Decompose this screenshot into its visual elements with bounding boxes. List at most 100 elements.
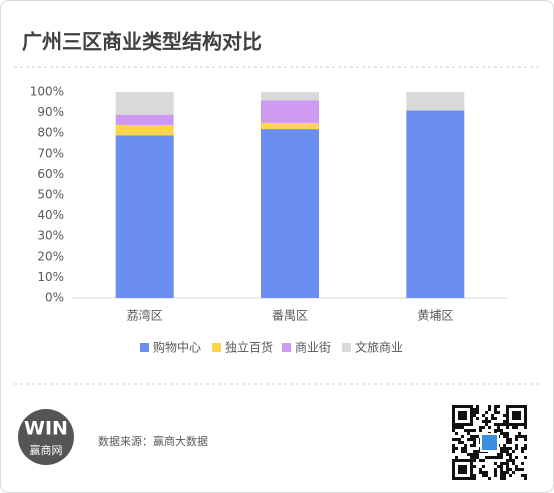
qr-module	[482, 426, 485, 429]
qr-module	[524, 438, 527, 441]
logo	[18, 409, 74, 465]
qr-module	[479, 429, 482, 432]
qr-module	[473, 456, 476, 459]
qr-module	[494, 417, 497, 420]
qr-module	[515, 456, 518, 459]
qr-module	[476, 408, 479, 411]
qr-module	[482, 414, 485, 417]
qr-module	[470, 438, 473, 441]
qr-finder	[506, 405, 527, 426]
qr-module	[506, 435, 509, 438]
qr-module	[518, 432, 521, 435]
qr-module	[470, 453, 473, 456]
qr-module	[494, 474, 497, 477]
qr-module	[521, 435, 524, 438]
qr-module	[503, 432, 506, 435]
qr-module	[467, 432, 470, 435]
qr-code	[452, 405, 527, 480]
qr-module	[488, 456, 491, 459]
x-tick-label: 番禺区	[272, 309, 308, 323]
qr-module	[503, 414, 506, 417]
qr-module	[515, 444, 518, 447]
qr-module	[479, 459, 482, 462]
bar-segment	[115, 92, 174, 115]
qr-module	[494, 471, 497, 474]
qr-module	[500, 447, 503, 450]
qr-module	[524, 435, 527, 438]
qr-module	[470, 435, 473, 438]
y-tick-label: 10%	[37, 270, 64, 284]
qr-module	[461, 447, 464, 450]
qr-module	[518, 435, 521, 438]
qr-module	[497, 453, 500, 456]
qr-module	[488, 420, 491, 423]
qr-module	[452, 447, 455, 450]
qr-module	[506, 447, 509, 450]
y-tick-label: 80%	[37, 126, 64, 140]
qr-module	[461, 450, 464, 453]
qr-module	[476, 453, 479, 456]
legend-swatch	[282, 343, 291, 352]
bar-segment	[115, 135, 174, 298]
qr-module	[488, 477, 491, 480]
qr-module	[506, 471, 509, 474]
qr-module	[470, 456, 473, 459]
qr-module	[509, 441, 512, 444]
qr-module	[473, 450, 476, 453]
qr-module	[482, 465, 485, 468]
qr-module	[518, 468, 521, 471]
y-tick-label: 60%	[37, 167, 64, 181]
qr-module	[515, 447, 518, 450]
qr-module	[509, 468, 512, 471]
qr-module	[515, 468, 518, 471]
bar-segment	[261, 100, 319, 123]
qr-module	[476, 456, 479, 459]
legend-label: 购物中心	[153, 340, 201, 355]
qr-module	[482, 459, 485, 462]
qr-module	[506, 438, 509, 441]
qr-module	[485, 423, 488, 426]
qr-module	[452, 444, 455, 447]
qr-module	[461, 426, 464, 429]
qr-module	[500, 429, 503, 432]
qr-module	[452, 450, 455, 453]
bar-segment	[406, 92, 465, 111]
qr-module	[512, 462, 515, 465]
qr-module	[464, 429, 467, 432]
qr-module	[488, 405, 491, 408]
qr-module	[494, 429, 497, 432]
qr-module	[500, 477, 503, 480]
qr-module	[512, 471, 515, 474]
qr-module	[482, 474, 485, 477]
qr-module	[482, 420, 485, 423]
qr-module	[497, 429, 500, 432]
x-tick-label: 黄埔区	[417, 309, 453, 323]
qr-module	[473, 438, 476, 441]
y-tick-label: 0%	[45, 291, 64, 305]
qr-module	[524, 426, 527, 429]
qr-module	[464, 444, 467, 447]
qr-finder	[458, 465, 467, 474]
qr-module	[473, 435, 476, 438]
qr-module	[515, 438, 518, 441]
qr-module	[488, 426, 491, 429]
qr-module	[452, 426, 455, 429]
legend-label: 文旅商业	[355, 340, 403, 355]
qr-module	[515, 465, 518, 468]
qr-finder	[512, 411, 521, 420]
qr-module	[503, 474, 506, 477]
qr-module	[491, 417, 494, 420]
legend-label: 独立百货	[225, 340, 273, 355]
bar-segment	[115, 124, 174, 136]
qr-module	[479, 468, 482, 471]
qr-module	[479, 426, 482, 429]
qr-module	[503, 477, 506, 480]
qr-module	[494, 456, 497, 459]
qr-module	[473, 411, 476, 414]
qr-module	[473, 474, 476, 477]
qr-module	[506, 462, 509, 465]
qr-module	[458, 441, 461, 444]
qr-module	[467, 453, 470, 456]
qr-module	[509, 456, 512, 459]
qr-module	[500, 432, 503, 435]
